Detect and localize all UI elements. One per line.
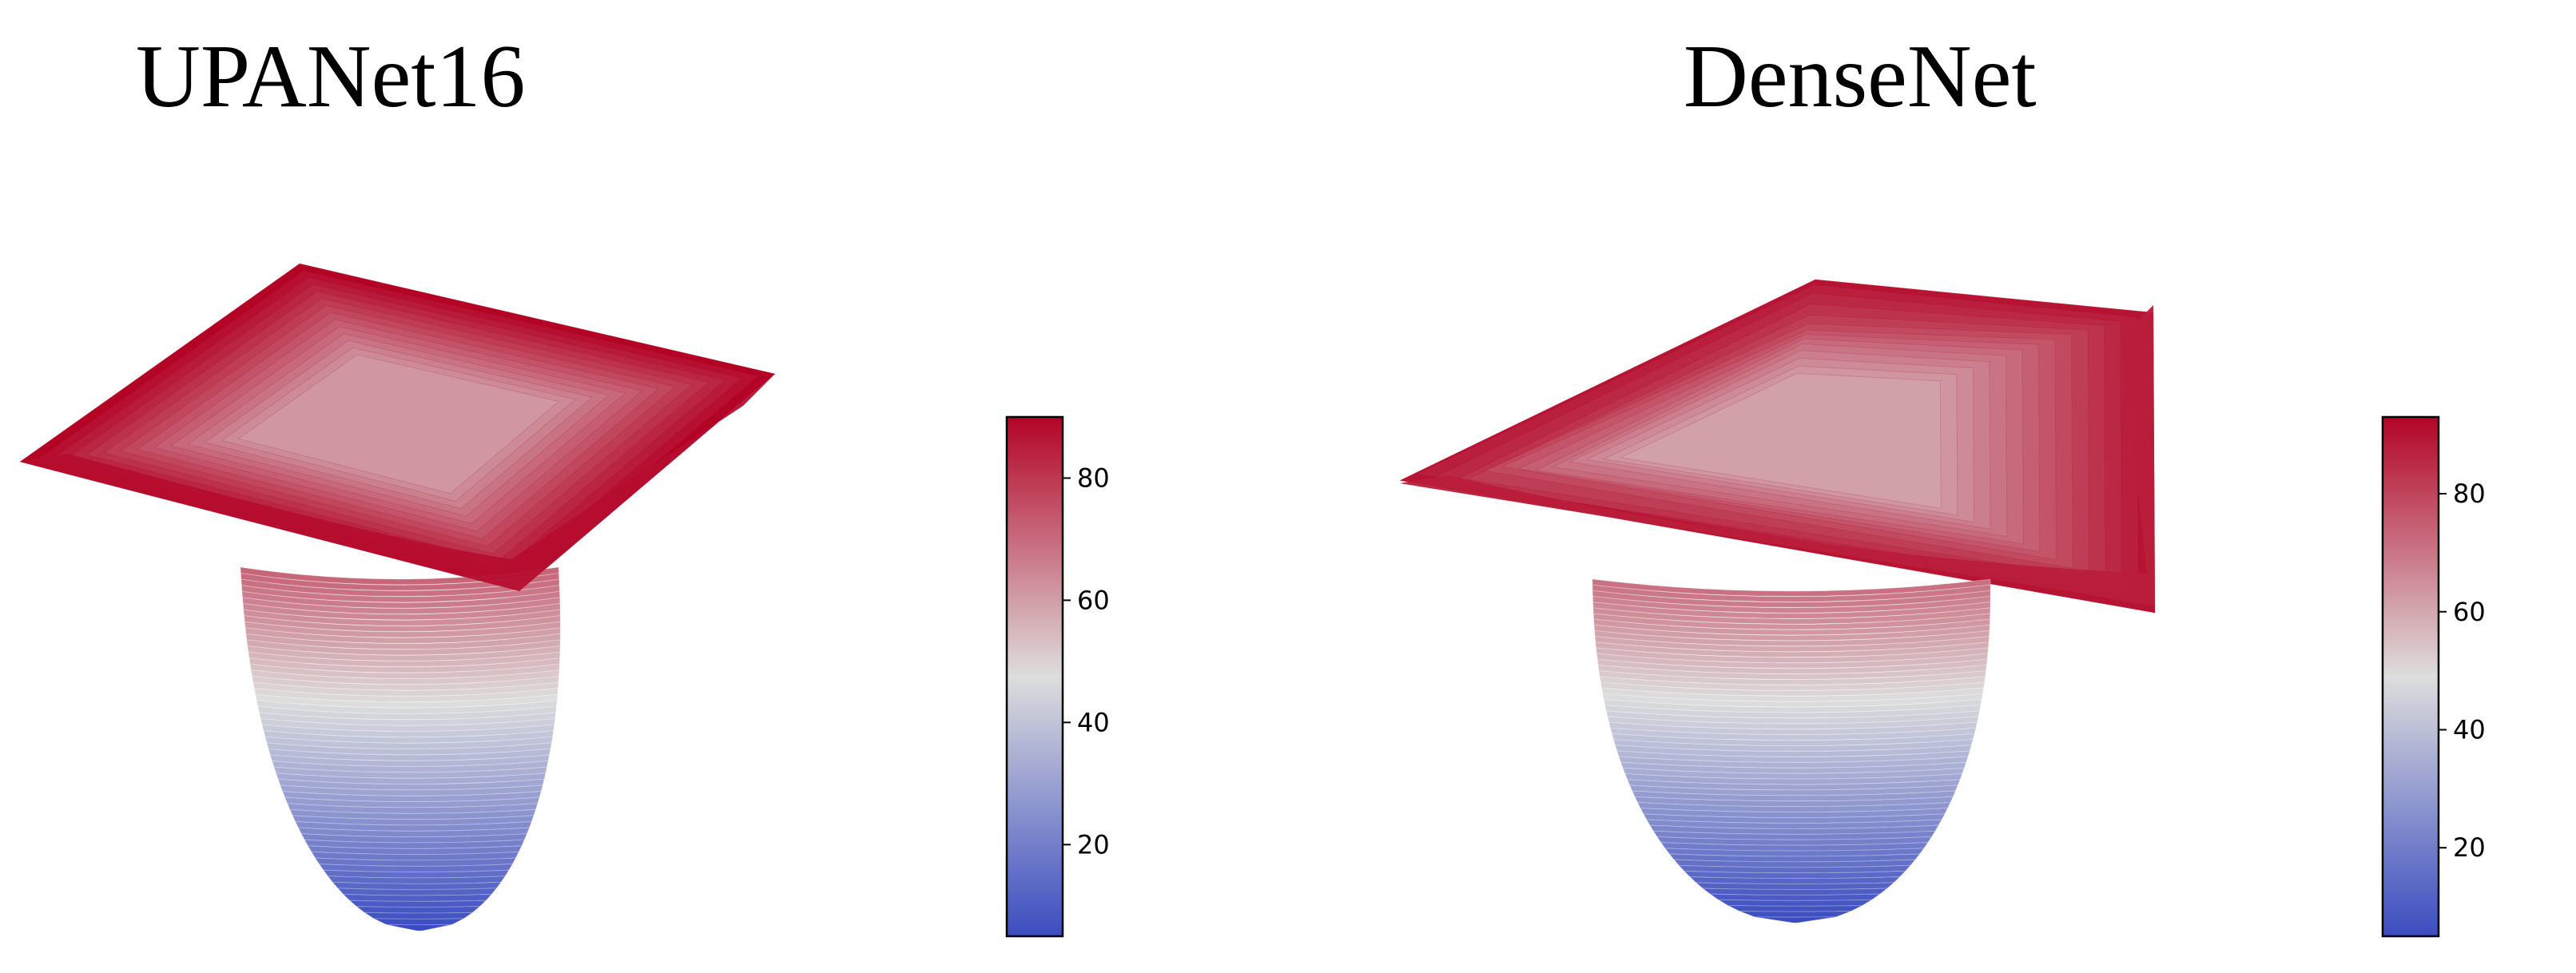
colorbar-tick-label: 80 (1077, 463, 1110, 493)
surface-plateau (18, 263, 777, 592)
colorbar-tick-label: 20 (1077, 829, 1110, 860)
surface-rim-edge (20, 374, 775, 591)
colorbar-tick-label: 40 (1077, 707, 1110, 737)
surface-basin (1592, 578, 1991, 923)
colorbar-svg: 20 40 60 80 (2381, 415, 2486, 938)
colorbar: 20 40 60 80 (2381, 415, 2487, 938)
surface-basin (240, 566, 561, 931)
colorbar: 20 40 60 80 (1005, 415, 1111, 938)
colorbar-tick-label: 40 (2453, 714, 2486, 745)
chart-panel-densenet: DenseNet 20 40 60 80 (1288, 0, 2576, 973)
chart-title: DenseNet (1684, 27, 2037, 126)
colorbar-tick-label: 20 (2453, 832, 2486, 863)
colorbar-tick-label: 80 (2453, 479, 2486, 509)
colorbar-gradient (1005, 415, 1064, 938)
chart-title: UPANet16 (136, 27, 526, 126)
surface-plot (18, 263, 777, 931)
surface-plot (1398, 279, 2156, 923)
chart-panel-upanet16: UPANet16 20 40 60 80 (18, 27, 1111, 938)
surface-plateau (1398, 279, 2156, 614)
colorbar-svg: 20 40 60 80 (1005, 415, 1110, 938)
colorbar-gradient (2381, 415, 2440, 938)
colorbar-tick-label: 60 (2453, 597, 2486, 627)
colorbar-tick-label: 60 (1077, 585, 1110, 615)
surface-rim-edge (1400, 305, 2155, 606)
